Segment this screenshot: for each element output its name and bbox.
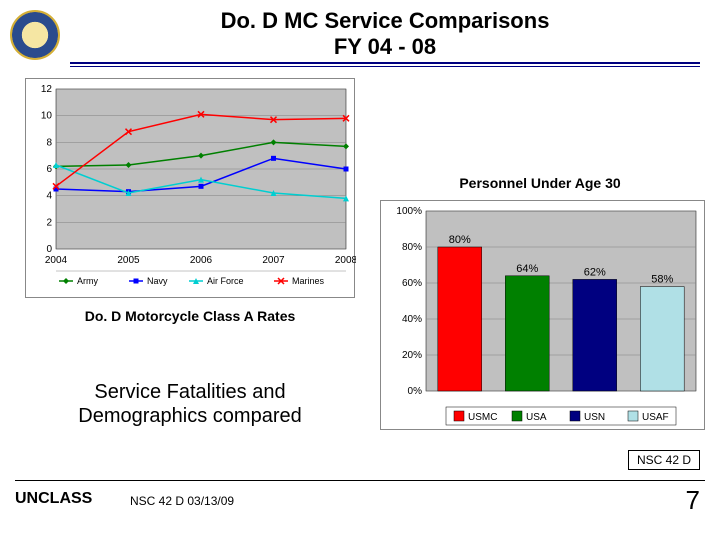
bar-chart: 0% 20% 40% 60% 80% 100% 80% 64% 62% 58% USMC USA USN… (380, 200, 705, 430)
svg-text:4: 4 (46, 191, 52, 202)
svg-text:Army: Army (77, 276, 98, 286)
svg-text:USN: USN (584, 412, 605, 423)
svg-text:2008: 2008 (335, 255, 356, 266)
svg-text:USAF: USAF (642, 412, 669, 423)
svg-text:USMC: USMC (468, 412, 497, 423)
svg-text:80%: 80% (449, 234, 471, 246)
svg-text:USA: USA (526, 412, 547, 423)
svg-text:Navy: Navy (147, 276, 168, 286)
bar-chart-svg: 0% 20% 40% 60% 80% 100% 80% 64% 62% 58% USMC USA USN… (381, 201, 706, 431)
svg-text:40%: 40% (402, 314, 422, 325)
svg-text:2007: 2007 (262, 255, 285, 266)
svg-text:2004: 2004 (45, 255, 68, 266)
svg-text:6: 6 (46, 164, 52, 175)
footer-rule (15, 480, 705, 481)
svg-text:58%: 58% (651, 274, 673, 286)
page-number: 7 (686, 485, 700, 516)
line-chart-svg: 0 2 4 6 8 10 12 2004 2005 2006 2007 2008 Army Navy Air… (26, 79, 356, 299)
svg-text:12: 12 (41, 84, 53, 95)
svg-text:2006: 2006 (190, 255, 213, 266)
svg-text:0%: 0% (408, 386, 423, 397)
title-rule-thin (70, 66, 700, 67)
naval-safety-center-logo (10, 10, 60, 60)
svg-text:64%: 64% (516, 263, 538, 275)
svg-text:Marines: Marines (292, 276, 325, 286)
svg-text:60%: 60% (402, 278, 422, 289)
svg-text:Air Force: Air Force (207, 276, 244, 286)
svg-text:10: 10 (41, 111, 53, 122)
svg-text:80%: 80% (402, 242, 422, 253)
nsc-box: NSC 42 D (628, 450, 700, 470)
svg-text:62%: 62% (584, 266, 606, 278)
svg-text:2005: 2005 (117, 255, 140, 266)
line-chart: 0 2 4 6 8 10 12 2004 2005 2006 2007 2008 Army Navy Air… (25, 78, 355, 298)
line-chart-caption: Do. D Motorcycle Class A Rates (25, 308, 355, 324)
subtitle-line2: Demographics compared (78, 405, 301, 427)
subtitle-line1: Service Fatalities and (94, 381, 285, 403)
bar-chart-caption: Personnel Under Age 30 (380, 175, 700, 191)
title-block: Do. D MC Service Comparisons FY 04 - 08 (70, 8, 700, 61)
title-line1: Do. D MC Service Comparisons (221, 8, 550, 33)
svg-text:0: 0 (46, 244, 52, 255)
footer-unclass: UNCLASS (15, 490, 92, 508)
footer-center: NSC 42 D 03/13/09 (130, 494, 234, 508)
svg-text:100%: 100% (396, 206, 422, 217)
title-line2: FY 04 - 08 (334, 34, 436, 59)
title-rule-thick (70, 62, 700, 64)
svg-text:8: 8 (46, 137, 52, 148)
subtitle: Service Fatalities and Demographics comp… (40, 380, 340, 428)
svg-text:2: 2 (46, 217, 52, 228)
svg-text:20%: 20% (402, 350, 422, 361)
